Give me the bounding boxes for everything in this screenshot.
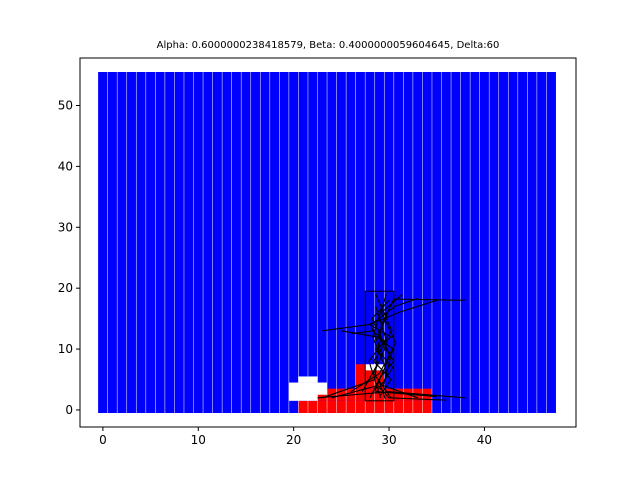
heatmap-column [212, 72, 223, 413]
heatmap-column [145, 72, 156, 413]
y-tick-label: 30 [58, 220, 73, 234]
heatmap-column [393, 72, 404, 413]
heatmap-column [98, 72, 108, 413]
heatmap-column [346, 72, 356, 413]
heatmap-column [441, 72, 452, 413]
y-tick-label: 50 [58, 98, 73, 112]
trajectory-line [369, 324, 437, 398]
y-tick-label: 20 [58, 281, 73, 295]
x-tick-label: 30 [381, 433, 396, 447]
axes-frame [79, 57, 577, 428]
heatmap-column [431, 72, 442, 413]
heatmap-column [183, 72, 194, 413]
trajectory-line [371, 299, 391, 392]
heatmap-column [117, 72, 127, 413]
heatmap-column [498, 72, 509, 413]
heatmap-column [107, 72, 118, 413]
heatmap-column [517, 72, 528, 413]
heatmap-column [365, 72, 375, 413]
trajectory-line [341, 330, 418, 399]
y-tick-label: 40 [58, 159, 73, 173]
x-tick-label: 0 [99, 433, 107, 447]
heatmap-column [451, 72, 461, 413]
heatmap-column [126, 72, 137, 413]
y-tick-label: 10 [58, 342, 73, 356]
heatmap-column [155, 72, 165, 413]
heatmap-column [288, 72, 299, 413]
heatmap-column [327, 72, 337, 413]
heatmap-column [136, 72, 146, 413]
heatmap-column [260, 72, 270, 413]
trajectory-line [350, 293, 403, 393]
plot-area [98, 72, 556, 413]
heatmap-column [231, 72, 242, 413]
heatmap-column [241, 72, 251, 413]
trajectory-line [350, 330, 392, 397]
x-tick-label: 20 [286, 433, 301, 447]
heatmap-column [164, 72, 175, 413]
heatmap-empty-cells [288, 382, 318, 401]
heatmap-column [546, 72, 556, 413]
heatmap-column [536, 72, 547, 413]
heatmap-column [460, 72, 471, 413]
heatmap-column [174, 72, 184, 413]
heatmap-column [374, 72, 385, 413]
heatmap-column [336, 72, 347, 413]
heatmap-column [403, 72, 413, 413]
y-tick-label: 0 [65, 403, 73, 417]
heatmap-column [479, 72, 490, 413]
heatmap-column [508, 72, 518, 413]
x-tick-label: 40 [477, 433, 492, 447]
heatmap-column [527, 72, 537, 413]
heatmap-column [422, 72, 432, 413]
heatmap-column [355, 72, 366, 413]
axes: 0 10 20 30 40 0 10 20 30 40 50 [58, 57, 577, 447]
heatmap-column [317, 72, 328, 413]
heatmap-column [203, 72, 213, 413]
chart-title: Alpha: 0.6000000238418579, Beta: 0.40000… [157, 40, 500, 51]
heatmap-column [269, 72, 280, 413]
heatmap-column [307, 72, 318, 413]
heatmap-column [250, 72, 261, 413]
heatmap-column [412, 72, 423, 413]
heatmap-column [222, 72, 232, 413]
heatmap-column [193, 72, 204, 413]
x-tick-label: 10 [191, 433, 206, 447]
heatmap-column [489, 72, 499, 413]
heatmap-column [298, 72, 308, 413]
heatmap-column [279, 72, 289, 413]
heatmap-column [384, 72, 394, 413]
heatmap-column [470, 72, 480, 413]
heatmap-empty-cells [317, 382, 328, 395]
